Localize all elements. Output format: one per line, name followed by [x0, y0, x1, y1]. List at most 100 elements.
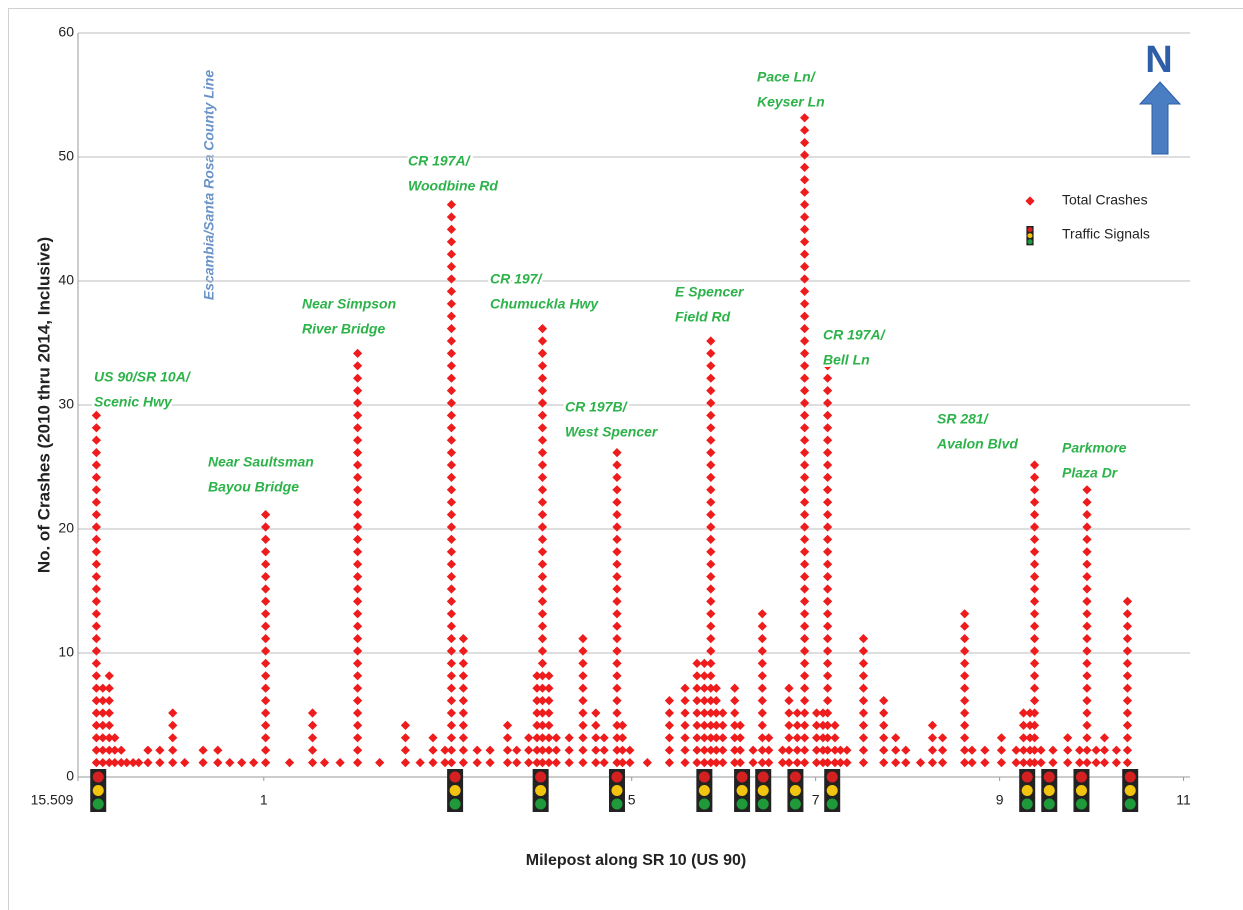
crash-dot: [91, 720, 101, 730]
crash-dot: [168, 745, 178, 755]
crash-dot: [307, 758, 318, 768]
crash-dot: [353, 696, 363, 706]
crash-dot: [261, 708, 271, 718]
crash-dot: [1048, 745, 1058, 755]
crash-dot: [823, 658, 833, 668]
crash-dot: [706, 708, 716, 718]
crash-dot: [901, 758, 911, 768]
signal-light: [736, 771, 748, 783]
crash-dot: [730, 745, 740, 755]
crash-dot: [764, 745, 774, 755]
crash-dot: [879, 696, 889, 706]
crash-dot: [757, 745, 767, 755]
crash-dot: [764, 758, 774, 768]
crash-dot: [180, 758, 190, 768]
crash-dot: [1099, 758, 1110, 768]
crash-dot: [1099, 745, 1110, 755]
crash-dot: [104, 745, 114, 755]
signal-light: [1021, 798, 1033, 810]
x-tick-label: 7: [812, 792, 820, 808]
crash-dot: [537, 733, 548, 743]
crash-dot: [800, 547, 810, 557]
crash-dot: [91, 472, 101, 482]
crash-dot: [537, 386, 548, 396]
crash-dot: [261, 671, 271, 681]
crash-dot: [599, 758, 609, 768]
crash-dot: [730, 758, 740, 768]
crash-dot: [706, 373, 716, 383]
crash-dot: [537, 547, 548, 557]
crash-dot: [642, 758, 652, 768]
crash-dot: [901, 745, 911, 755]
crash-dot: [98, 745, 108, 755]
crash-dot: [537, 460, 548, 470]
annotation: Avalon Blvd: [936, 436, 1018, 452]
crash-dot: [353, 634, 363, 644]
crash-dot: [544, 683, 554, 693]
traffic-signal: [608, 769, 625, 812]
crash-dot: [213, 758, 223, 768]
crash-dot: [858, 646, 869, 656]
crash-dot: [91, 634, 101, 644]
crash-dot: [748, 745, 758, 755]
crash-dot: [757, 671, 767, 681]
crash-dot: [612, 485, 622, 495]
crash-dot: [446, 683, 457, 693]
crash-dot: [446, 423, 457, 433]
y-tick-label: 40: [58, 272, 74, 288]
crash-dot: [612, 683, 622, 693]
crash-dot: [353, 559, 363, 569]
crash-dot: [261, 596, 271, 606]
crash-dot: [1122, 696, 1133, 706]
crash-dot: [578, 671, 588, 681]
crash-dot: [578, 733, 588, 743]
crash-dot: [823, 696, 833, 706]
signal-light: [449, 771, 461, 783]
crash-dot: [800, 336, 810, 346]
crash-dot: [122, 758, 132, 768]
north-label: N: [1145, 39, 1172, 81]
crash-dot: [612, 671, 622, 681]
crash-dot: [446, 373, 457, 383]
crash-dot: [1082, 609, 1092, 619]
annotation: Bell Ln: [823, 352, 870, 368]
crash-dot: [213, 745, 223, 755]
crash-dot: [353, 472, 363, 482]
crash-dot: [823, 547, 833, 557]
crash-dot: [625, 745, 635, 755]
crash-dot: [353, 497, 363, 507]
crash-dot: [440, 745, 450, 755]
crash-dot: [261, 720, 271, 730]
crash-dot: [800, 175, 810, 185]
crash-dot: [937, 758, 948, 768]
crash-dot: [353, 460, 363, 470]
crash-dot: [400, 745, 411, 755]
crash-dot: [446, 646, 457, 656]
crash-dot: [400, 733, 411, 743]
annotation: E Spencer: [675, 284, 745, 300]
crash-dot: [706, 510, 716, 520]
signal-light: [1124, 785, 1136, 796]
crash-dot: [811, 708, 822, 718]
crash-dot: [800, 435, 810, 445]
crash-dot: [612, 522, 622, 532]
crash-dot: [1029, 720, 1040, 730]
traffic-signal: [1122, 769, 1139, 812]
crash-dot: [680, 733, 690, 743]
annotation: Parkmore: [1062, 440, 1127, 456]
crash-dot: [800, 398, 810, 408]
crash-dot: [617, 720, 628, 730]
crash-dot: [353, 646, 363, 656]
crash-dot: [800, 745, 810, 755]
crash-dot: [692, 658, 702, 668]
crash-dot: [612, 696, 622, 706]
crash-dot: [591, 733, 601, 743]
crash-dot: [757, 708, 767, 718]
signal-light: [611, 785, 623, 796]
crash-dot: [784, 745, 794, 755]
crash-dot: [735, 733, 745, 743]
crash-dot: [91, 485, 101, 495]
crash-dot: [512, 745, 522, 755]
crash-dot: [1029, 547, 1040, 557]
